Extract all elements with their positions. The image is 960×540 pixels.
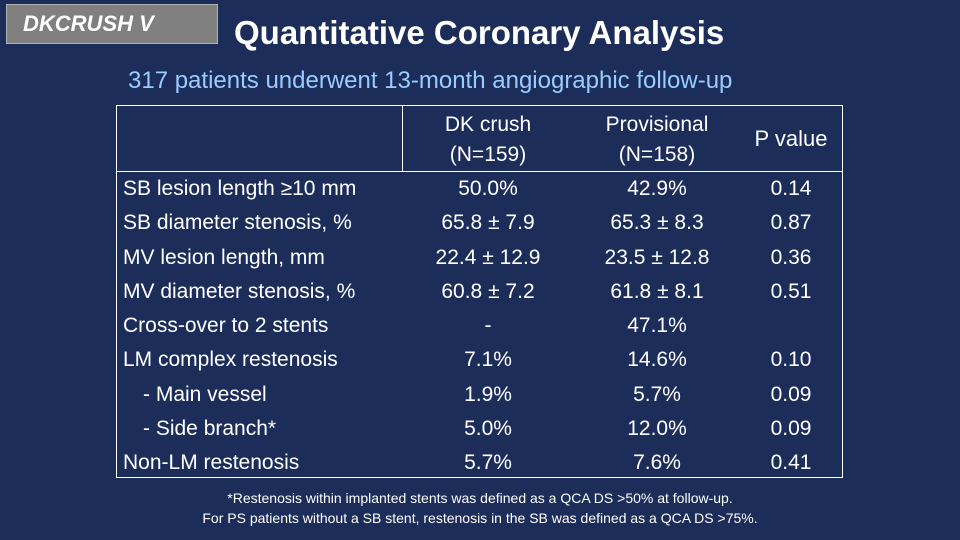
p-value: 0.14 xyxy=(770,177,812,200)
column-header-dk-crush: DK crush (N=159) xyxy=(413,110,563,170)
header-divider xyxy=(116,171,843,172)
provisional-value: 12.0% xyxy=(627,417,687,440)
table-row: SB lesion length ≥10 mm 50.0% 42.9% 0.14 xyxy=(0,172,960,206)
dk-crush-value: 60.8 ± 7.2 xyxy=(441,280,535,303)
p-value: 0.41 xyxy=(770,451,812,474)
column-header-p-value: P value xyxy=(754,126,828,151)
p-value: 0.36 xyxy=(770,246,812,269)
row-label: MV lesion length, mm xyxy=(123,246,325,269)
p-value: 0.09 xyxy=(770,417,812,440)
row-label: SB lesion length ≥10 mm xyxy=(123,177,357,200)
footnote: *Restenosis within implanted stents was … xyxy=(0,488,960,528)
dk-crush-value: 7.1% xyxy=(464,348,512,371)
column-header-provisional-n: (N=158) xyxy=(618,143,696,166)
table-row: Non-LM restenosis 5.7% 7.6% 0.41 xyxy=(0,446,960,480)
table-row: - Side branch* 5.0% 12.0% 0.09 xyxy=(0,412,960,446)
row-label: - Main vessel xyxy=(143,383,267,406)
dk-crush-value: - xyxy=(484,314,492,337)
row-label: - Side branch* xyxy=(143,417,277,440)
provisional-value: 23.5 ± 12.8 xyxy=(604,246,710,269)
dk-crush-value: 5.7% xyxy=(464,451,512,474)
provisional-value: 14.6% xyxy=(627,348,687,371)
row-label: MV diameter stenosis, % xyxy=(123,280,356,303)
page-subtitle: 317 patients underwent 13-month angiogra… xyxy=(128,67,733,94)
table-row: - Main vessel 1.9% 5.7% 0.09 xyxy=(0,378,960,412)
row-label: Cross-over to 2 stents xyxy=(123,314,329,337)
p-value: 0.09 xyxy=(770,383,812,406)
dk-crush-value: 5.0% xyxy=(464,417,512,440)
table-row: MV diameter stenosis, % 60.8 ± 7.2 61.8 … xyxy=(0,275,960,309)
column-header-provisional: Provisional (N=158) xyxy=(582,110,732,170)
provisional-value: 61.8 ± 8.1 xyxy=(610,280,704,303)
p-value: 0.51 xyxy=(770,280,812,303)
row-label: SB diameter stenosis, % xyxy=(123,211,352,234)
header-vertical-divider xyxy=(402,105,403,172)
column-header-dk-crush-n: (N=159) xyxy=(449,143,527,166)
provisional-value: 47.1% xyxy=(627,314,687,337)
column-header-dk-crush-name: DK crush xyxy=(444,113,532,136)
provisional-value: 65.3 ± 8.3 xyxy=(610,211,704,234)
table-row: MV lesion length, mm 22.4 ± 12.9 23.5 ± … xyxy=(0,241,960,275)
study-tag: DKCRUSH V xyxy=(6,4,218,44)
provisional-value: 5.7% xyxy=(633,383,681,406)
table-row: LM complex restenosis 7.1% 14.6% 0.10 xyxy=(0,343,960,377)
table-row: Cross-over to 2 stents - 47.1% xyxy=(0,309,960,343)
dk-crush-value: 22.4 ± 12.9 xyxy=(435,246,541,269)
column-header-provisional-name: Provisional xyxy=(605,113,709,136)
row-label: LM complex restenosis xyxy=(123,348,338,371)
table-row: SB diameter stenosis, % 65.8 ± 7.9 65.3 … xyxy=(0,206,960,240)
provisional-value: 7.6% xyxy=(633,451,681,474)
dk-crush-value: 65.8 ± 7.9 xyxy=(441,211,535,234)
results-table xyxy=(116,105,843,478)
row-label: Non-LM restenosis xyxy=(123,451,300,474)
page-title: Quantitative Coronary Analysis xyxy=(234,14,725,51)
dk-crush-value: 50.0% xyxy=(458,177,518,200)
dk-crush-value: 1.9% xyxy=(464,383,512,406)
footnote-line-2: For PS patients without a SB stent, rest… xyxy=(202,510,758,526)
p-value: 0.10 xyxy=(770,348,812,371)
p-value: 0.87 xyxy=(770,211,812,234)
provisional-value: 42.9% xyxy=(627,177,687,200)
footnote-line-1: *Restenosis within implanted stents was … xyxy=(227,490,733,506)
